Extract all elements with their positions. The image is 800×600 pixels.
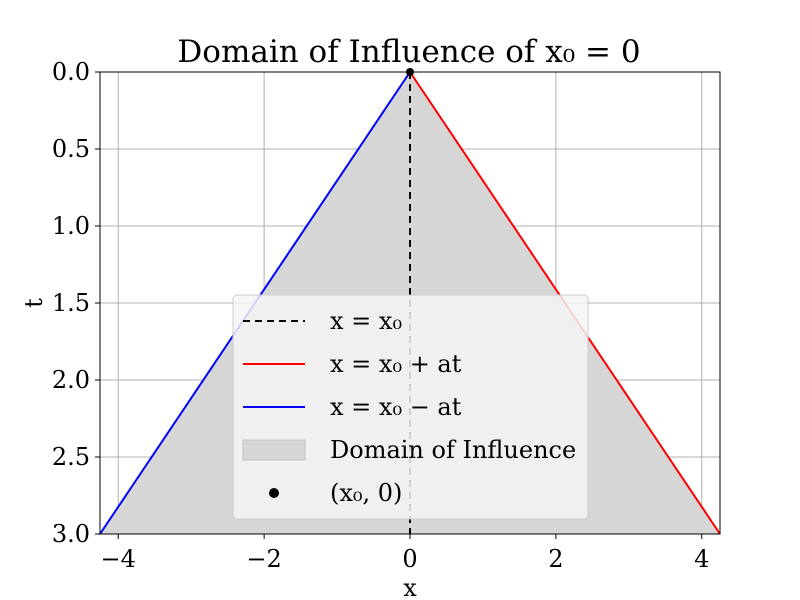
legend-handle-3: [242, 439, 306, 461]
y-tick-label: 1.0: [52, 212, 90, 240]
x-tick-label: −4: [101, 545, 136, 573]
y-tick-label: 3.0: [52, 520, 90, 548]
y-axis-label: t: [20, 298, 48, 308]
y-tick-label: 2.0: [52, 366, 90, 394]
x-ticks: −4 −2 0 2 4: [101, 534, 709, 573]
legend-label-3: Domain of Influence: [330, 436, 576, 464]
x-tick-label: −2: [246, 545, 281, 573]
x-tick-label: 2: [548, 545, 563, 573]
y-tick-label: 1.5: [52, 289, 90, 317]
legend-label-2: x = x₀ − at: [330, 393, 462, 421]
x-tick-label: 0: [402, 545, 417, 573]
y-tick-label: 2.5: [52, 443, 90, 471]
chart-title: Domain of Influence of x₀ = 0: [177, 34, 640, 70]
y-ticks: 0.0 0.5 1.0 1.5 2.0 2.5 3.0: [52, 58, 100, 548]
legend-label-0: x = x₀: [330, 307, 402, 335]
legend-label-1: x = x₀ + at: [330, 350, 462, 378]
legend-label-4: (x₀, 0): [330, 479, 402, 507]
x-axis-label: x: [403, 574, 417, 600]
y-tick-label: 0.5: [52, 135, 90, 163]
legend: x = x₀ x = x₀ + at x = x₀ − at Domain of In…: [232, 294, 589, 520]
legend-handle-4: [269, 488, 279, 498]
legend-box: [232, 294, 589, 520]
x-tick-label: 4: [694, 545, 709, 573]
y-tick-label: 0.0: [52, 58, 90, 86]
